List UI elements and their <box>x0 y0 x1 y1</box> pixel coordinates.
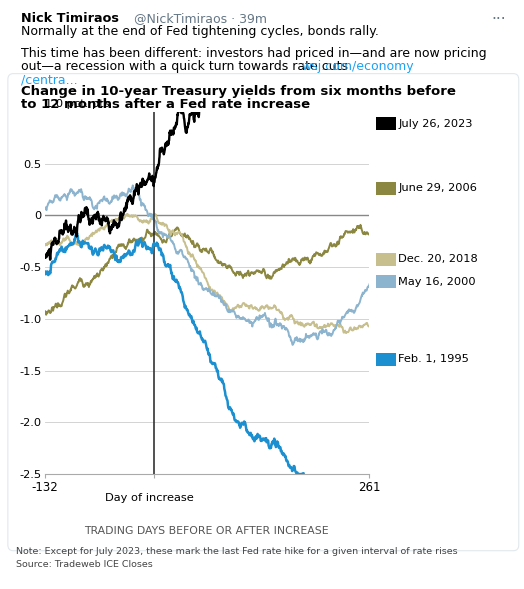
Text: This time has been different: investors had priced in—and are now pricing: This time has been different: investors … <box>21 47 487 60</box>
Text: Feb. 1, 1995: Feb. 1, 1995 <box>398 355 469 364</box>
Text: 1.0 pct. pts: 1.0 pct. pts <box>45 99 109 109</box>
Text: Change in 10-year Treasury yields from six months before: Change in 10-year Treasury yields from s… <box>21 85 456 98</box>
Text: wsj.com/economy: wsj.com/economy <box>302 60 414 73</box>
Text: to 12 months after a Fed rate increase: to 12 months after a Fed rate increase <box>21 98 310 111</box>
Text: /centra...: /centra... <box>21 73 78 86</box>
Text: Day of increase: Day of increase <box>105 493 194 503</box>
Text: Note: Except for July 2023, these mark the last Fed rate hike for a given interv: Note: Except for July 2023, these mark t… <box>16 547 457 555</box>
Text: Normally at the end of Fed tightening cycles, bonds rally.: Normally at the end of Fed tightening cy… <box>21 25 379 38</box>
Text: ···: ··· <box>491 12 506 27</box>
Text: Source: Tradeweb ICE Closes: Source: Tradeweb ICE Closes <box>16 560 152 568</box>
Text: TRADING DAYS BEFORE OR AFTER INCREASE: TRADING DAYS BEFORE OR AFTER INCREASE <box>84 526 329 536</box>
Text: out—a recession with a quick turn towards rate cuts: out—a recession with a quick turn toward… <box>21 60 352 73</box>
Text: Nick Timiraos: Nick Timiraos <box>21 12 119 25</box>
Text: June 29, 2006: June 29, 2006 <box>398 184 477 193</box>
Text: Dec. 20, 2018: Dec. 20, 2018 <box>398 254 478 264</box>
Text: May 16, 2000: May 16, 2000 <box>398 277 476 286</box>
Text: July 26, 2023: July 26, 2023 <box>398 119 473 128</box>
Text: @NickTimiraos · 39m: @NickTimiraos · 39m <box>134 12 267 25</box>
